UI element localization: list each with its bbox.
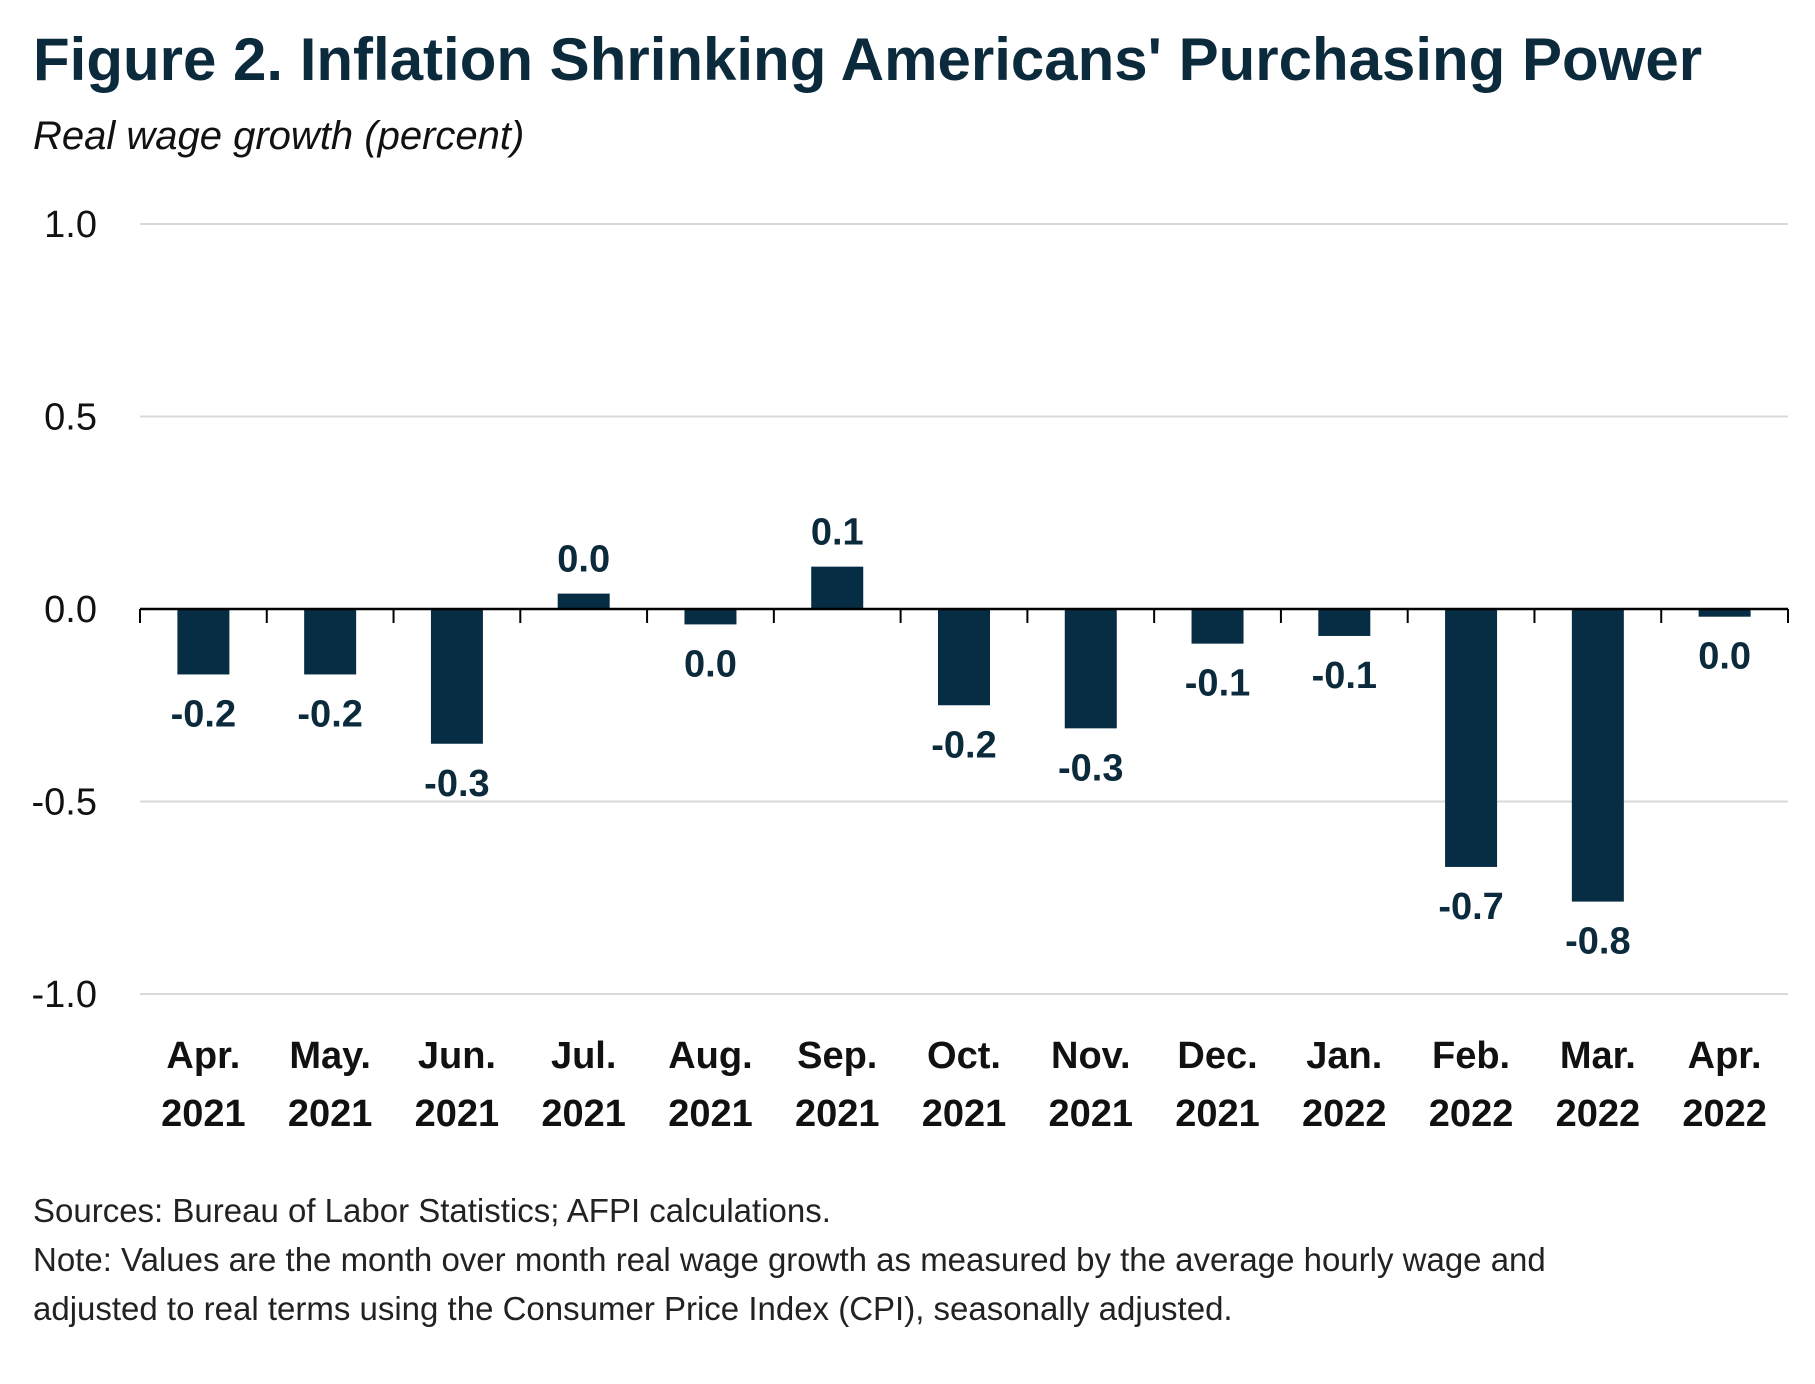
x-tick-label: Oct. 2021	[922, 1035, 1007, 1135]
data-label: 0.0	[684, 643, 737, 685]
x-tick-label: Sep. 2021	[795, 1035, 880, 1135]
sources-note: Sources: Bureau of Labor Statistics; AFP…	[33, 1192, 831, 1229]
bar	[304, 609, 357, 675]
data-label: -0.2	[297, 693, 362, 735]
x-tick-label: Mar. 2022	[1556, 1035, 1641, 1135]
bar-chart: 1.0 0.5 0.0 -0.5 -1.0 -0.2 -0.2 -0.3 0.0 0.0 0.1 -0…	[32, 204, 1789, 1135]
bar	[1318, 609, 1371, 636]
data-label: -0.3	[424, 763, 489, 805]
data-label: -0.8	[1565, 921, 1630, 963]
chart-notes: Sources: Bureau of Labor Statistics; AFP…	[33, 1186, 1793, 1333]
data-label: 0.1	[811, 512, 864, 554]
data-label: -0.2	[171, 693, 236, 735]
x-tick-label: Apr. 2021	[161, 1035, 246, 1135]
note-line-1: Note: Values are the month over month re…	[33, 1241, 1546, 1278]
x-tick-label: Apr. 2022	[1682, 1035, 1767, 1135]
x-tick-label: May. 2021	[288, 1035, 373, 1135]
x-tick-label: Jan. 2022	[1302, 1035, 1387, 1135]
y-tick-label: 0.5	[44, 397, 97, 439]
bar	[1191, 609, 1244, 644]
data-label: -0.3	[1058, 747, 1123, 789]
x-tick-label: Dec. 2021	[1175, 1035, 1260, 1135]
data-label: -0.7	[1438, 886, 1503, 928]
y-tick-label: 0.0	[44, 589, 97, 631]
data-label: -0.1	[1312, 655, 1377, 697]
note-line-2: adjusted to real terms using the Consume…	[33, 1290, 1233, 1327]
x-tick-label: Jun. 2021	[415, 1035, 500, 1135]
bar	[1445, 609, 1498, 867]
x-tick-label: Aug. 2021	[668, 1035, 753, 1135]
bar	[811, 566, 864, 609]
bar	[430, 609, 483, 744]
y-tick-label: -1.0	[32, 974, 97, 1016]
data-label: -0.1	[1185, 663, 1250, 705]
x-tick-label: Nov. 2021	[1048, 1035, 1133, 1135]
bar	[557, 593, 610, 609]
bar	[684, 609, 737, 625]
data-label: -0.2	[931, 724, 996, 766]
data-label: 0.0	[557, 539, 610, 581]
bar	[938, 609, 990, 706]
chart-subtitle: Real wage growth (percent)	[33, 114, 525, 158]
x-tick-label: Jul. 2021	[541, 1035, 626, 1135]
data-label: 0.0	[1698, 636, 1751, 678]
y-tick-label: -0.5	[32, 782, 97, 824]
x-tick-label: Feb. 2022	[1429, 1035, 1514, 1135]
bar	[1571, 609, 1624, 902]
bar	[1064, 609, 1117, 729]
bar	[1698, 609, 1751, 617]
y-tick-label: 1.0	[44, 204, 97, 246]
chart-title: Figure 2. Inflation Shrinking Americans'…	[33, 26, 1703, 93]
bar	[177, 609, 230, 675]
